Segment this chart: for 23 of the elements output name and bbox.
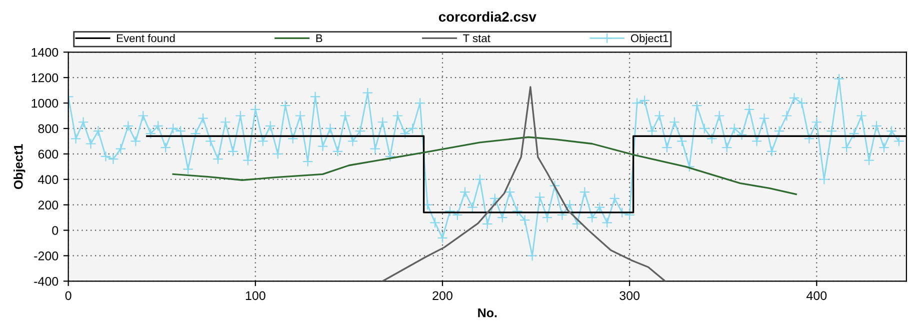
x-tick-label: 0: [65, 291, 72, 300]
y-tick-label: 800: [38, 124, 58, 134]
x-tick-label: 400: [806, 291, 827, 300]
legend-label: T stat: [463, 34, 490, 42]
x-tick-label: 200: [432, 291, 452, 300]
chart-title: corcordia2.csv: [438, 12, 536, 22]
line-series: [172, 136, 797, 196]
legend-label: B: [316, 34, 322, 42]
y-tick-label: 1000: [32, 98, 58, 108]
y-tick-label: 600: [38, 150, 58, 159]
legend-label: Object1: [630, 34, 668, 44]
y-tick-label: 1400: [32, 48, 58, 57]
y-axis-title: Object1: [14, 144, 26, 190]
x-axis-title: No.: [478, 308, 497, 318]
y-tick-label: 1200: [32, 73, 58, 82]
x-tick-label: 100: [246, 291, 266, 300]
y-tick-label: 200: [38, 200, 58, 210]
y-tick-label: -400: [34, 276, 58, 286]
y-tick-label: 400: [38, 175, 58, 184]
x-tick-label: 300: [620, 291, 640, 300]
y-tick-label: -200: [34, 252, 58, 260]
legend-label: Event found: [117, 34, 175, 42]
y-tick-label: 0: [52, 226, 58, 235]
